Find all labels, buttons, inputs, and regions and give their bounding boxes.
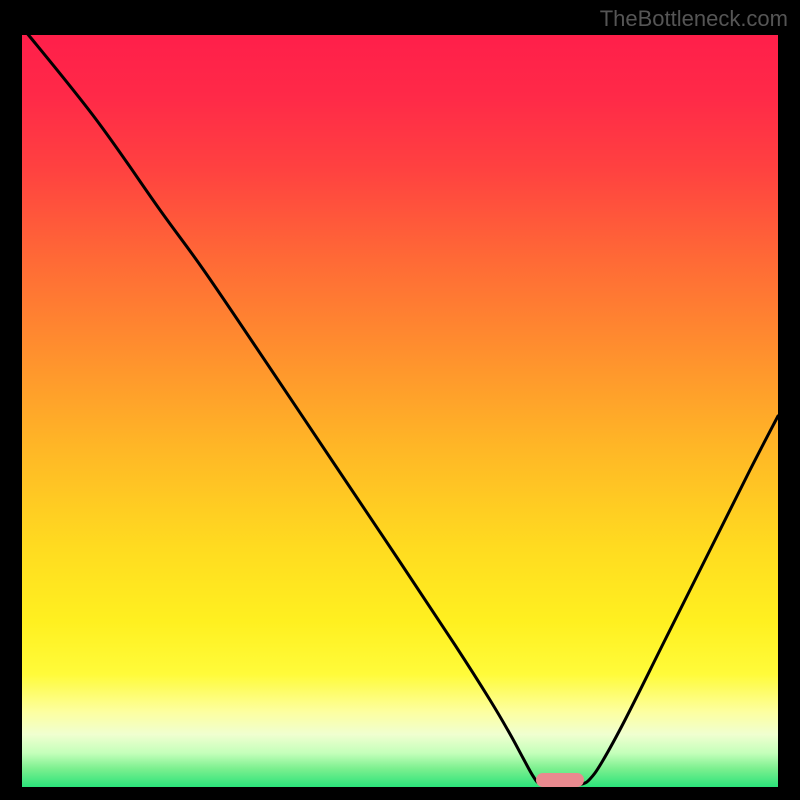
watermark-text: TheBottleneck.com [600, 6, 788, 32]
bottleneck-curve [22, 27, 778, 786]
optimal-marker [536, 773, 584, 787]
curve-layer [0, 0, 800, 800]
